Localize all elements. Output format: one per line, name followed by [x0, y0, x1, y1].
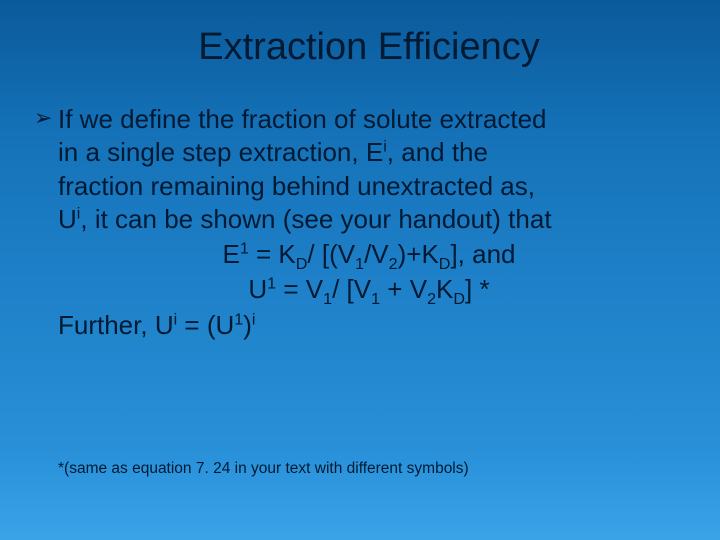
paragraph: If we define the fraction of solute extr… [58, 103, 680, 342]
further-line: Further, Ui = (U1)i [58, 309, 680, 342]
line4-post: , it can be shown (see your handout) tha… [80, 204, 551, 234]
line3: fraction remaining behind unextracted as… [58, 171, 535, 201]
bullet-marker: ➢ [34, 103, 58, 134]
slide-title: Extraction Efficiency [58, 26, 680, 69]
line4-pre: U [58, 204, 77, 234]
body-text: ➢ If we define the fraction of solute ex… [58, 103, 680, 342]
equation-1: E1 = KD/ [(V1/V2)+KD], and [58, 238, 680, 271]
equation-2: U1 = V1/ [V1 + V2KD] * [58, 273, 680, 306]
line1: If we define the fraction of solute extr… [58, 104, 547, 134]
line2-pre: in a single step extraction, E [58, 137, 383, 167]
slide: Extraction Efficiency ➢ If we define the… [0, 0, 720, 540]
bullet-item: ➢ If we define the fraction of solute ex… [58, 103, 680, 342]
footnote: *(same as equation 7. 24 in your text wi… [58, 460, 469, 478]
line2-post: , and the [387, 137, 488, 167]
